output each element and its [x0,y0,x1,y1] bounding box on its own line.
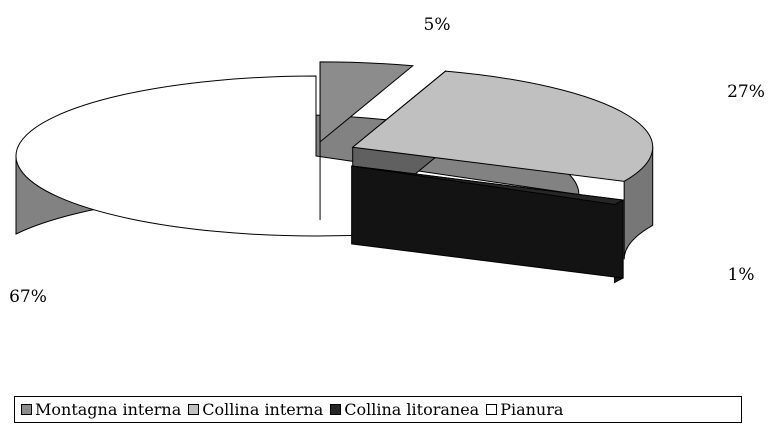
pie-data-labels: 5% 27% 1% 67% [9,15,765,307]
legend-label-collina-interna: Collina interna [202,400,324,419]
pie-slice-montagna-interna [319,61,415,220]
data-label-pianura: 67% [9,287,47,307]
legend-label-pianura: Pianura [500,400,564,419]
legend-item-montagna-interna: Montagna interna [21,400,181,419]
legend-item-pianura: Pianura [486,400,563,419]
legend-item-collina-litoranea: Collina litoranea [330,400,479,419]
legend-swatch-collina-interna [188,404,200,415]
pie-slice-collina-litoranea [351,165,625,284]
legend-swatch-pianura [486,404,498,415]
legend-swatch-montagna-interna [21,404,32,415]
data-label-collina-interna: 27% [727,82,765,102]
pie-slices [15,61,654,284]
legend-swatch-collina-litoranea [330,404,342,415]
legend-label-collina-litoranea: Collina litoranea [344,400,480,419]
legend-label-montagna-interna: Montagna interna [35,400,182,419]
chart-legend: Montagna interna Collina interna Collina… [14,396,742,423]
data-label-collina-litoranea: 1% [728,265,755,285]
legend-item-collina-interna: Collina interna [188,400,323,419]
data-label-montagna-interna: 5% [424,15,451,35]
